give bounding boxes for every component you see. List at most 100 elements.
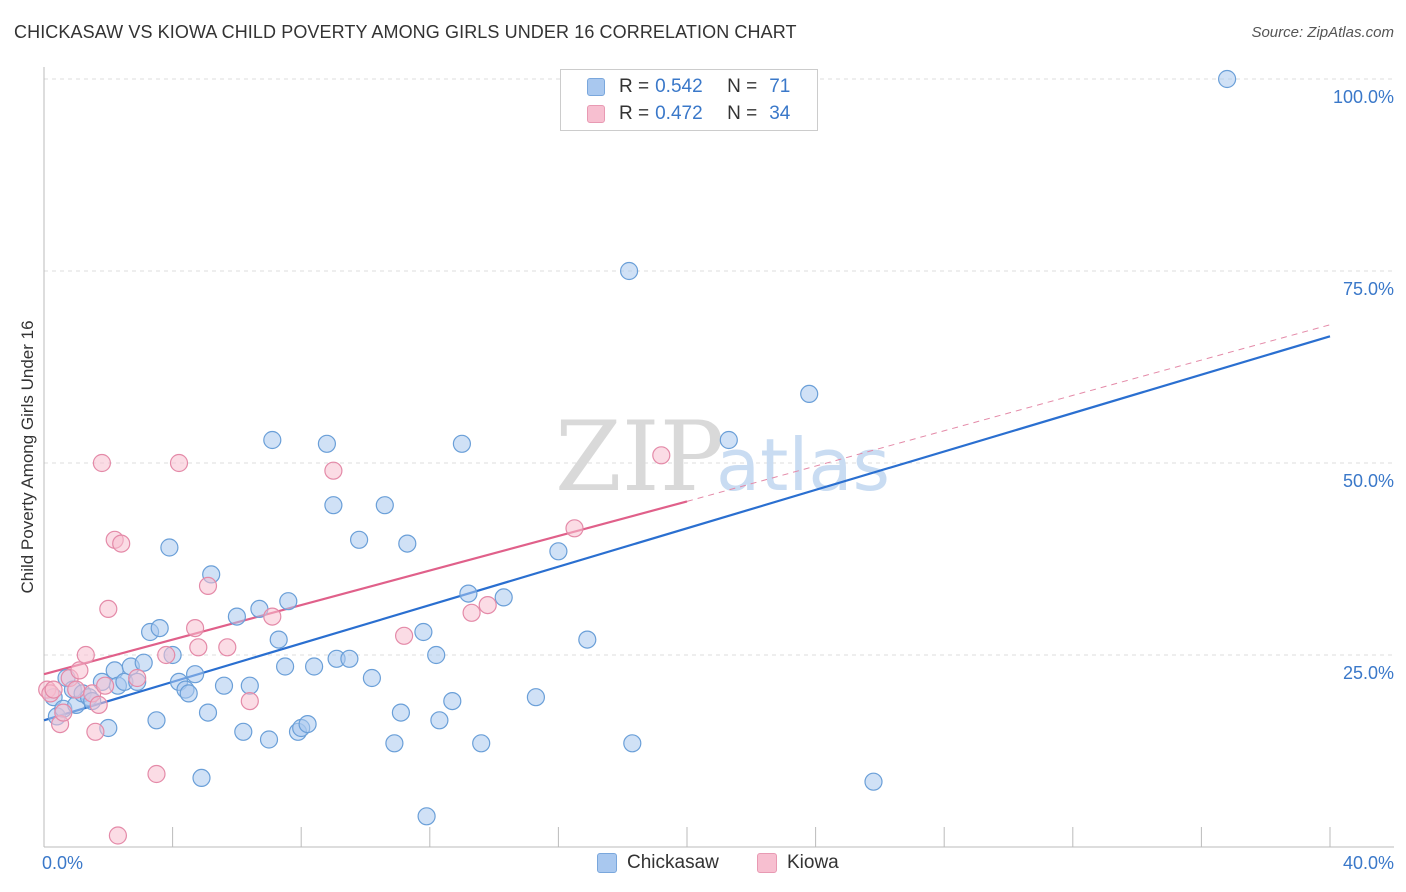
point-chickasaw	[214, 676, 234, 695]
point-kiowa	[54, 703, 73, 722]
legend-item-chickasaw[interactable]: Chickasaw	[597, 852, 719, 874]
legend-label-chickasaw: Chickasaw	[627, 852, 719, 873]
point-chickasaw	[578, 630, 597, 649]
source-label: Source: ZipAtlas.com	[1251, 24, 1394, 41]
chart-title: CHICKASAW VS KIOWA CHILD POVERTY AMONG G…	[14, 22, 797, 42]
y-tick-label: 50.0%	[1343, 471, 1394, 491]
point-chickasaw	[459, 584, 478, 603]
r-value: 0.542	[655, 76, 703, 97]
legend-swatch-kiowa	[757, 853, 777, 873]
point-chickasaw	[472, 734, 491, 753]
point-chickasaw	[494, 588, 513, 607]
point-chickasaw	[198, 703, 218, 722]
point-chickasaw	[279, 592, 298, 611]
point-chickasaw	[375, 496, 394, 515]
point-chickasaw	[186, 665, 205, 684]
point-chickasaw	[398, 534, 417, 553]
n-label: N =	[727, 76, 758, 97]
point-chickasaw	[549, 542, 568, 561]
tick-labels: 25.0% 50.0% 75.0% 100.0% 0.0% 40.0%	[42, 87, 1394, 873]
point-chickasaw	[417, 807, 436, 826]
y-tick-label: 100.0%	[1333, 87, 1394, 107]
point-kiowa	[76, 645, 95, 665]
point-chickasaw	[414, 622, 433, 642]
legend-swatch-chickasaw	[587, 78, 605, 96]
point-chickasaw	[340, 649, 359, 668]
point-chickasaw	[800, 384, 819, 403]
point-chickasaw	[227, 607, 246, 626]
series-legend: Chickasaw Kiowa	[0, 852, 1406, 876]
point-chickasaw	[526, 688, 546, 707]
point-chickasaw	[179, 684, 198, 703]
y-tick-label: 25.0%	[1343, 663, 1394, 683]
correlation-legend: R = 0.542 N = 71 R = 0.472 N = 34	[560, 69, 818, 131]
y-axis-label: Child Poverty Among Girls Under 16	[18, 320, 37, 594]
point-chickasaw	[150, 618, 169, 638]
point-chickasaw	[350, 530, 369, 549]
point-chickasaw	[259, 730, 279, 749]
point-chickasaw	[1217, 69, 1237, 89]
point-kiowa	[147, 764, 166, 784]
gridlines	[44, 78, 1394, 656]
point-kiowa	[652, 446, 671, 465]
legend-label-kiowa: Kiowa	[787, 852, 839, 873]
legend-swatch-chickasaw	[597, 853, 617, 873]
point-kiowa	[478, 595, 497, 615]
point-chickasaw	[134, 653, 153, 672]
point-kiowa	[128, 668, 147, 688]
legend-row-chickasaw: R = 0.542 N = 71	[587, 75, 790, 99]
n-value: 71	[769, 76, 791, 97]
point-chickasaw	[719, 430, 738, 450]
point-chickasaw	[362, 668, 381, 688]
point-chickasaw	[147, 711, 166, 730]
data-points	[38, 69, 1237, 845]
point-chickasaw	[160, 538, 179, 557]
point-chickasaw	[623, 734, 642, 753]
point-kiowa	[189, 638, 208, 657]
x-tick-label: 0.0%	[42, 853, 83, 873]
point-chickasaw	[391, 703, 410, 722]
point-chickasaw	[864, 772, 883, 791]
point-chickasaw	[276, 657, 295, 676]
point-chickasaw	[240, 676, 259, 695]
watermark: ZIP atlas	[555, 401, 890, 513]
trend-lines	[43, 324, 1331, 722]
point-chickasaw	[192, 768, 211, 788]
legend-swatch-kiowa	[587, 105, 605, 123]
point-chickasaw	[619, 261, 639, 281]
trend-line-chickasaw	[43, 335, 1331, 722]
point-chickasaw	[234, 722, 253, 741]
point-kiowa	[462, 603, 481, 622]
r-label: R =	[619, 76, 650, 97]
point-chickasaw	[263, 430, 282, 450]
y-tick-label: 75.0%	[1343, 279, 1394, 299]
point-kiowa	[198, 576, 218, 596]
point-kiowa	[86, 722, 105, 741]
point-kiowa	[186, 618, 205, 638]
point-kiowa	[112, 534, 131, 553]
watermark-zip: ZIP	[555, 401, 724, 513]
legend-row-kiowa: R = 0.472 N = 34	[587, 102, 790, 126]
point-chickasaw	[430, 711, 449, 730]
point-chickasaw	[324, 496, 343, 515]
point-kiowa	[395, 626, 414, 645]
point-chickasaw	[385, 734, 404, 753]
point-kiowa	[218, 638, 237, 657]
point-kiowa	[565, 519, 584, 538]
n-label: N =	[727, 103, 758, 124]
n-value: 34	[769, 103, 791, 124]
point-chickasaw	[317, 434, 336, 453]
point-chickasaw	[443, 691, 462, 711]
point-chickasaw	[269, 630, 288, 649]
legend-item-kiowa[interactable]: Kiowa	[757, 852, 839, 874]
point-chickasaw	[452, 434, 471, 453]
point-kiowa	[263, 607, 282, 626]
point-kiowa	[89, 695, 108, 715]
axes	[43, 67, 1394, 848]
point-kiowa	[44, 680, 63, 699]
point-chickasaw	[298, 714, 317, 734]
x-tick-label: 40.0%	[1343, 853, 1394, 873]
point-kiowa	[95, 676, 115, 695]
r-label: R =	[619, 103, 650, 124]
